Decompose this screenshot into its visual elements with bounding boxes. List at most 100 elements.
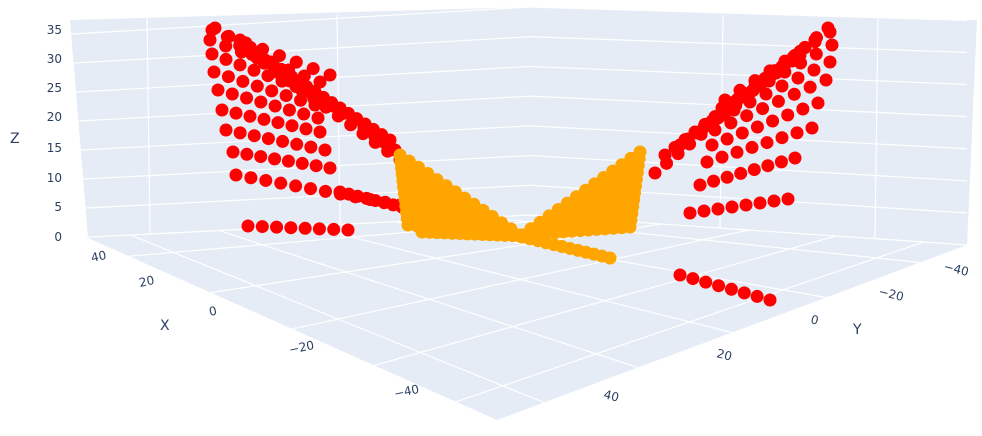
red-point [660, 156, 674, 170]
red-point [284, 221, 298, 235]
red-point [323, 68, 337, 82]
red-point [694, 127, 708, 141]
red-point [211, 83, 225, 97]
y-axis: Y −40 −20 0 20 40 [602, 259, 970, 404]
red-point [730, 145, 744, 159]
red-point [787, 87, 801, 101]
red-point [788, 151, 802, 165]
red-point [271, 116, 285, 130]
orange-point [603, 251, 617, 265]
red-point [312, 222, 326, 236]
red-point [796, 102, 810, 116]
red-point [233, 58, 247, 72]
red-point [313, 125, 327, 139]
y-tick-label: 0 [809, 312, 820, 327]
red-point [233, 39, 247, 53]
red-point [781, 108, 795, 122]
red-point [254, 150, 268, 164]
red-point [229, 106, 243, 120]
red-point [219, 123, 233, 137]
data-points [203, 21, 839, 307]
y-tick-label: 40 [602, 387, 620, 404]
red-point [215, 103, 229, 117]
red-point [208, 21, 222, 35]
red-point [309, 159, 323, 173]
red-point [383, 133, 397, 147]
red-point [295, 156, 309, 170]
red-point [221, 70, 235, 84]
y-tick-label: 20 [715, 346, 733, 363]
z-tick-label: 15 [47, 141, 62, 155]
z-axis: Z 35 30 25 20 15 10 5 0 [10, 23, 62, 244]
red-point [791, 71, 805, 85]
red-point [270, 65, 284, 79]
red-point [268, 99, 282, 113]
red-point [760, 136, 774, 150]
red-point [793, 48, 807, 62]
red-point [750, 289, 764, 303]
red-point [240, 91, 254, 105]
red-point [290, 137, 304, 151]
red-point [774, 155, 788, 169]
red-point [205, 47, 219, 61]
z-tick-label: 30 [47, 52, 62, 66]
y-tick-label: −40 [942, 259, 970, 279]
x-axis-title: X [160, 318, 170, 334]
red-point [220, 30, 234, 44]
z-tick-label: 25 [47, 81, 62, 95]
y-axis-title: Y [852, 322, 862, 338]
red-point [313, 75, 327, 89]
red-point [304, 182, 318, 196]
red-point [725, 200, 739, 214]
red-point [250, 79, 264, 93]
red-point [285, 119, 299, 133]
y-tick-label: −20 [877, 284, 905, 304]
red-point [297, 107, 311, 121]
red-point [740, 109, 754, 123]
x-tick-label: −20 [288, 338, 316, 357]
red-point [712, 279, 726, 293]
red-point [261, 132, 275, 146]
red-point [233, 126, 247, 140]
red-point [790, 126, 804, 140]
red-point [683, 206, 697, 220]
red-point [311, 111, 325, 125]
red-point [257, 56, 271, 70]
red-point [735, 126, 749, 140]
red-point [323, 161, 337, 175]
red-point [720, 170, 734, 184]
red-point [705, 138, 719, 152]
red-point [807, 63, 821, 77]
red-point [268, 152, 282, 166]
red-point [276, 134, 290, 148]
red-point [700, 155, 714, 169]
red-point [808, 33, 822, 47]
red-point [257, 112, 271, 126]
red-point [255, 220, 269, 234]
x-axis: X 40 20 0 −20 −40 [90, 248, 421, 401]
red-point [294, 93, 308, 107]
red-point [775, 131, 789, 145]
red-point [225, 87, 239, 101]
red-point [282, 74, 296, 88]
red-point [203, 33, 217, 47]
red-point [720, 132, 734, 146]
red-point [270, 220, 284, 234]
red-point [747, 163, 761, 177]
red-point [289, 179, 303, 193]
red-point [775, 79, 789, 93]
red-point [683, 137, 697, 151]
red-point [229, 168, 243, 182]
x-tick-label: −40 [393, 382, 421, 401]
red-point [809, 47, 823, 61]
red-point [821, 21, 835, 35]
red-point [207, 65, 221, 79]
red-point [673, 268, 687, 282]
red-point [241, 219, 255, 233]
red-point [304, 140, 318, 154]
x-tick-label: 20 [138, 273, 156, 290]
red-point [327, 222, 341, 236]
red-point [763, 293, 777, 307]
red-point [825, 38, 839, 52]
